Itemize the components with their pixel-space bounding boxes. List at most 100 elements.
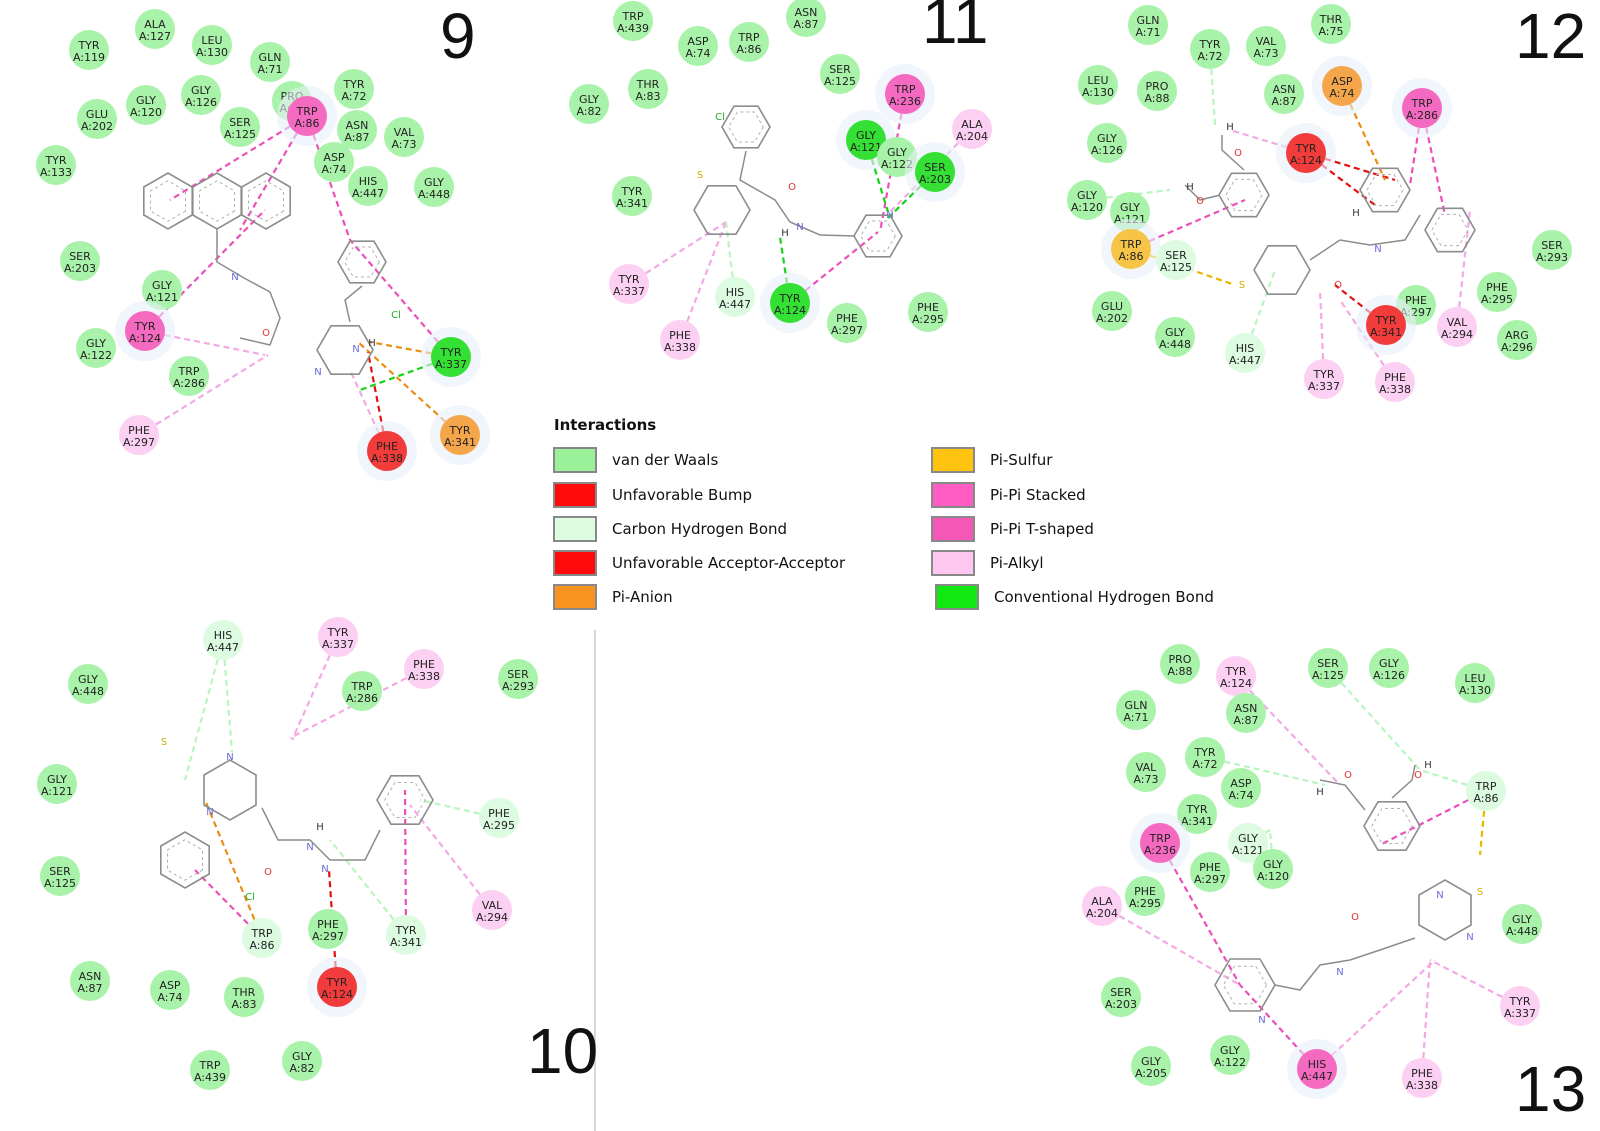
residue-id: A:121	[1232, 844, 1264, 857]
residue-name: VAL	[1136, 761, 1157, 774]
atom-label-oxygen: O	[262, 328, 270, 339]
legend-label: Pi-Pi Stacked	[990, 486, 1086, 504]
residue-id: A:338	[371, 452, 403, 465]
residue-name: SER	[1541, 239, 1563, 252]
residue-name: TRP	[1475, 780, 1497, 793]
interaction-line-pialkyl	[290, 636, 340, 741]
residue-name: ASP	[687, 35, 709, 48]
legend-item-unfavorable-bump: Unfavorable Bump	[553, 482, 752, 508]
residue-name: TYR	[44, 154, 66, 167]
residue-id: A:203	[64, 262, 96, 275]
residue-name: ASP	[1230, 777, 1252, 790]
residue-name: PHE	[836, 312, 858, 325]
residue-name: PHE	[413, 658, 435, 671]
residue-name: GLY	[1263, 858, 1283, 871]
residue-id: A:202	[1096, 312, 1128, 325]
residue-id: A:120	[130, 106, 162, 119]
legend-item-unfavorable-acceptor-acceptor: Unfavorable Acceptor-Acceptor	[553, 550, 846, 576]
atom-label-hydrogen: H	[368, 338, 376, 349]
residue-id: A:125	[1160, 261, 1192, 274]
residue-name: GLY	[86, 337, 106, 350]
residue-name: TRP	[1120, 238, 1142, 251]
interaction-line-pipi	[169, 115, 308, 201]
residue-id: A:447	[719, 298, 751, 311]
residue-id: A:447	[352, 187, 384, 200]
atom-label-oxygen: O	[788, 182, 796, 193]
residue-name: TYR	[1508, 995, 1530, 1008]
atom-label-oxygen: O	[1351, 912, 1359, 923]
interaction-line-anion	[1340, 85, 1387, 181]
interaction-line-chb	[183, 639, 225, 781]
interactions-legend: Interactions van der Waals Unfavorable Bu…	[553, 416, 1214, 610]
residue-id: A:121	[146, 291, 178, 304]
residue-name: TRP	[1149, 832, 1171, 845]
atom-label-chlorine: Cl	[715, 112, 725, 123]
bond	[261, 807, 381, 861]
atom-label-nitrogen: N	[1336, 967, 1343, 978]
residue-name: TYR	[133, 320, 155, 333]
aromatic-ring	[1214, 958, 1276, 1012]
legend-swatch	[553, 447, 597, 473]
residue-id: A:293	[502, 680, 534, 693]
residue-id: A:121	[41, 785, 73, 798]
residue-name: SER	[1165, 249, 1187, 262]
residue-name: SER	[229, 116, 251, 129]
residue-id: A:87	[77, 982, 102, 995]
atom-label-oxygen: O	[1334, 280, 1342, 291]
residue-name: GLY	[1077, 189, 1097, 202]
panel-number-9: 9	[440, 0, 476, 72]
residue-name: GLY	[47, 773, 67, 786]
interaction-line-pipi	[1420, 107, 1447, 216]
residue-name: GLY	[191, 84, 211, 97]
interaction-line-chb	[1268, 829, 1275, 870]
bond	[344, 285, 363, 323]
residue-id: A:87	[1233, 714, 1258, 727]
residue-id: A:447	[1229, 354, 1261, 367]
residue-name: TRP	[199, 1059, 221, 1072]
interaction-line-pialkyl	[1316, 959, 1436, 1070]
residue-id: A:293	[1536, 251, 1568, 264]
interaction-line-pipi	[403, 789, 408, 936]
interaction-line-pialkyl	[678, 221, 728, 341]
residue-id: A:448	[1159, 338, 1191, 351]
residue-name: GLY	[1512, 913, 1532, 926]
residue-id: A:236	[889, 95, 921, 108]
residue-name: ALA	[1091, 895, 1113, 908]
legend-item-conventional-hydrogen-bond: Conventional Hydrogen Bond	[935, 584, 1214, 610]
residue-id: A:448	[1506, 925, 1538, 938]
residue-name: TRP	[738, 31, 760, 44]
atom-label-hydrogen: H	[1316, 787, 1324, 798]
aromatic-ring	[203, 759, 257, 821]
residue-name: TYR	[1374, 314, 1396, 327]
interaction-line-anion	[203, 799, 264, 939]
residue-id: A:86	[1473, 792, 1498, 805]
